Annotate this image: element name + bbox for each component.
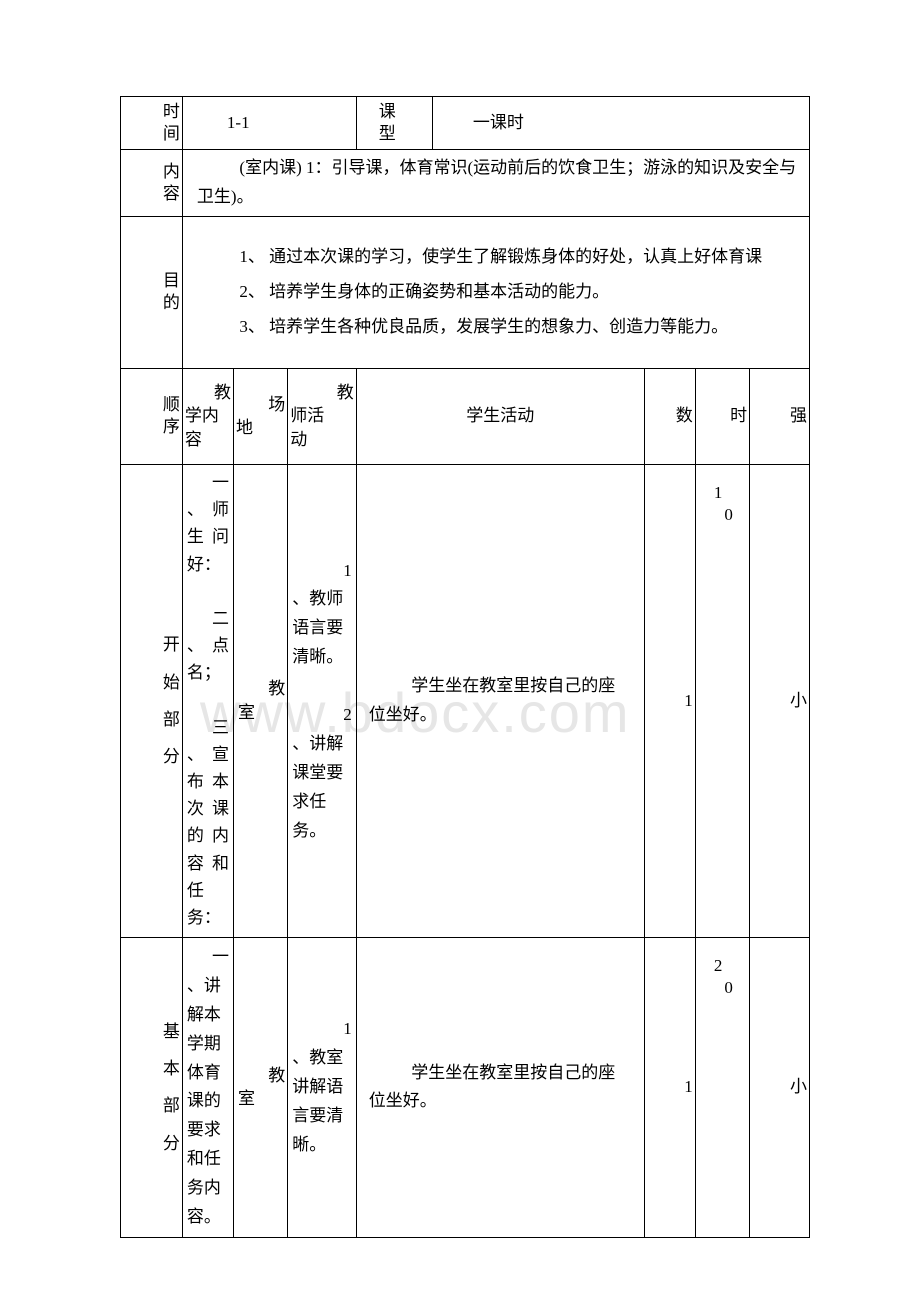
col-time: 时: [695, 368, 749, 464]
content-value-cell: (室内课) 1：引导课，体育常识(运动前后的饮食卫生；游泳的知识及安全与卫生)。: [182, 150, 809, 217]
section-2-row: 基本部分 一 、讲解本学期体育课的要求和任务内容。 教室 1 、教室讲解语言要清…: [121, 937, 810, 1237]
type-value: 一课时: [447, 113, 524, 132]
goals-value-cell: 1、 通过本次课的学习，使学生了解锻炼身体的好处，认真上好体育课 2、 培养学生…: [182, 216, 809, 368]
goals-label: 目的: [123, 270, 180, 314]
goals-row: 目的 1、 通过本次课的学习，使学生了解锻炼身体的好处，认真上好体育课 2、 培…: [121, 216, 810, 368]
col-count: 数: [644, 368, 695, 464]
content-label: 内容: [123, 161, 180, 205]
column-header-row: 顺序 教学内容 场地 教师活动 学生活动 数 时 强: [121, 368, 810, 464]
section-1-title: 开始部分: [121, 465, 183, 938]
col-place: 场地: [233, 368, 287, 464]
content-row: 内容 (室内课) 1：引导课，体育常识(运动前后的饮食卫生；游泳的知识及安全与卫…: [121, 150, 810, 217]
time-label: 时间: [123, 101, 180, 145]
col-teach-content: 教学内容: [182, 368, 233, 464]
section-1-place: 教室: [233, 465, 287, 938]
section-2-count: 1: [644, 937, 695, 1237]
section-2-intensity: 小: [750, 937, 810, 1237]
col-teacher-act: 教师活动: [288, 368, 356, 464]
time-label-cell: 时间: [121, 97, 183, 150]
content-value: (室内课) 1：引导课，体育常识(运动前后的饮食卫生；游泳的知识及安全与卫生)。: [197, 154, 799, 212]
time-value: 1-1: [197, 113, 250, 132]
col-seq: 顺序: [121, 368, 183, 464]
content-label-cell: 内容: [121, 150, 183, 217]
col-student-act: 学生活动: [356, 368, 644, 464]
section-1-time-a: 1: [695, 465, 722, 938]
type-value-cell: 一课时: [432, 97, 809, 150]
goal-2: 2、 培养学生身体的正确姿势和基本活动的能力。: [197, 278, 799, 307]
section-1-row: 开始部分 一 、师生问好： 二 、点名； 三 、宣布本次课的内容和任务： 教室 …: [121, 465, 810, 938]
time-value-cell: 1-1: [182, 97, 356, 150]
section-2-place: 教室: [233, 937, 287, 1237]
goal-3: 3、 培养学生各种优良品质，发展学生的想象力、创造力等能力。: [197, 313, 799, 342]
type-label-cell: 课型: [356, 97, 432, 150]
section-1-intensity: 小: [750, 465, 810, 938]
section-1-count: 1: [644, 465, 695, 938]
col-intensity: 强: [750, 368, 810, 464]
section-1-time-b: 0: [722, 465, 749, 938]
section-1-teacher-act: 1 、教师语言要清晰。 2 、讲解课堂要求任务。: [288, 465, 356, 938]
section-2-content: 一 、讲解本学期体育课的要求和任务内容。: [182, 937, 233, 1237]
goal-1: 1、 通过本次课的学习，使学生了解锻炼身体的好处，认真上好体育课: [197, 243, 799, 272]
section-2-time-b: 0: [722, 937, 749, 1237]
section-2-teacher-act: 1 、教室讲解语言要清晰。: [288, 937, 356, 1237]
type-label: 课型: [359, 101, 430, 145]
header-row-time: 时间 1-1 课型 一课时: [121, 97, 810, 150]
section-2-student-act: 学生坐在教室里按自己的座位坐好。: [356, 937, 644, 1237]
lesson-plan-table: 时间 1-1 课型 一课时 内容 (室内课) 1：引导课，体育常识(运动前后的饮…: [120, 96, 810, 1238]
section-2-title: 基本部分: [121, 937, 183, 1237]
section-2-time-a: 2: [695, 937, 722, 1237]
goals-label-cell: 目的: [121, 216, 183, 368]
section-1-student-act: 学生坐在教室里按自己的座位坐好。: [356, 465, 644, 938]
section-1-content: 一 、师生问好： 二 、点名； 三 、宣布本次课的内容和任务：: [182, 465, 233, 938]
